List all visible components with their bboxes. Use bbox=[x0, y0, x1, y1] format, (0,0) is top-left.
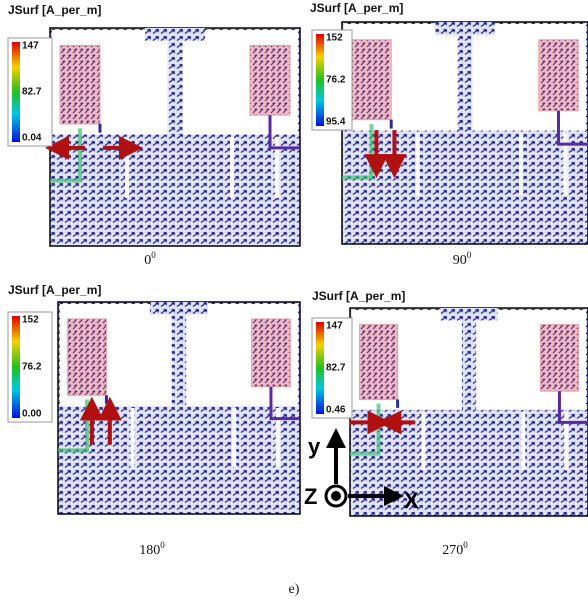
slot bbox=[276, 408, 280, 467]
feed-stem bbox=[458, 22, 473, 133]
angle-value: 270 bbox=[442, 543, 463, 558]
page: {"panels":[ {"legend_title":"JSurf [A_pe… bbox=[0, 0, 588, 600]
patch-left bbox=[352, 40, 391, 120]
slot bbox=[232, 408, 236, 467]
colorbar-label: 76.2 bbox=[326, 75, 346, 86]
colorbar-label: 0.46 bbox=[326, 405, 346, 416]
angle-value: 90 bbox=[453, 253, 467, 268]
angle-value: 0 bbox=[144, 253, 151, 268]
angle-degree: 0 bbox=[151, 250, 156, 260]
axis-y-label: y bbox=[308, 434, 321, 459]
slot bbox=[131, 408, 135, 467]
slot bbox=[421, 412, 425, 470]
angle-caption: 900 bbox=[453, 250, 472, 268]
axis-z-dot bbox=[331, 491, 341, 501]
angle-degree: 0 bbox=[463, 540, 468, 550]
slot bbox=[416, 133, 420, 195]
colorbar-label: 147 bbox=[22, 41, 39, 52]
axis-z-label: Z bbox=[304, 484, 317, 509]
colorbar bbox=[316, 34, 324, 126]
feed-stem bbox=[172, 302, 187, 408]
patch-right bbox=[540, 325, 578, 392]
slot bbox=[563, 133, 567, 195]
angle-caption: 1800 bbox=[139, 540, 165, 558]
axis-x-label: X bbox=[404, 488, 419, 513]
angle-value: 180 bbox=[139, 543, 160, 558]
slot bbox=[519, 133, 523, 195]
colorbar bbox=[316, 322, 324, 414]
angle-degree: 0 bbox=[160, 540, 165, 550]
legend-title: JSurf [A_per_m] bbox=[310, 1, 403, 15]
angle-caption: 00 bbox=[144, 250, 156, 268]
legend-title: JSurf [A_per_m] bbox=[8, 3, 101, 17]
patch-right bbox=[539, 40, 578, 111]
patch-left bbox=[60, 45, 100, 123]
feed-stem bbox=[168, 28, 183, 137]
slot bbox=[521, 412, 525, 470]
patch-right bbox=[250, 45, 290, 115]
patch-left bbox=[360, 325, 398, 400]
colorbar-label: 95.4 bbox=[326, 117, 346, 128]
colorbar-label: 147 bbox=[326, 321, 343, 332]
colorbar-label: 82.7 bbox=[22, 87, 42, 98]
figure-caption: e) bbox=[289, 582, 300, 597]
legend-title: JSurf [A_per_m] bbox=[312, 289, 405, 303]
feed-stem bbox=[462, 308, 476, 412]
angle-caption: 2700 bbox=[442, 540, 468, 558]
colorbar-label: 152 bbox=[326, 33, 343, 44]
slot bbox=[564, 412, 568, 470]
colorbar-label: 0.04 bbox=[22, 133, 42, 144]
angle-degree: 0 bbox=[467, 250, 472, 260]
colorbar-label: 0.00 bbox=[22, 409, 42, 420]
legend-title: JSurf [A_per_m] bbox=[8, 283, 101, 297]
patch-right bbox=[252, 319, 291, 387]
figure: JSurf [A_per_m]14782.70.0400JSurf [A_per… bbox=[0, 0, 588, 600]
colorbar-label: 76.2 bbox=[22, 362, 42, 373]
colorbar bbox=[12, 42, 20, 142]
slot bbox=[230, 137, 234, 198]
slot bbox=[275, 137, 279, 198]
colorbar bbox=[12, 316, 20, 418]
patch-left bbox=[68, 319, 107, 395]
colorbar-label: 82.7 bbox=[326, 363, 346, 374]
colorbar-label: 152 bbox=[22, 315, 39, 326]
